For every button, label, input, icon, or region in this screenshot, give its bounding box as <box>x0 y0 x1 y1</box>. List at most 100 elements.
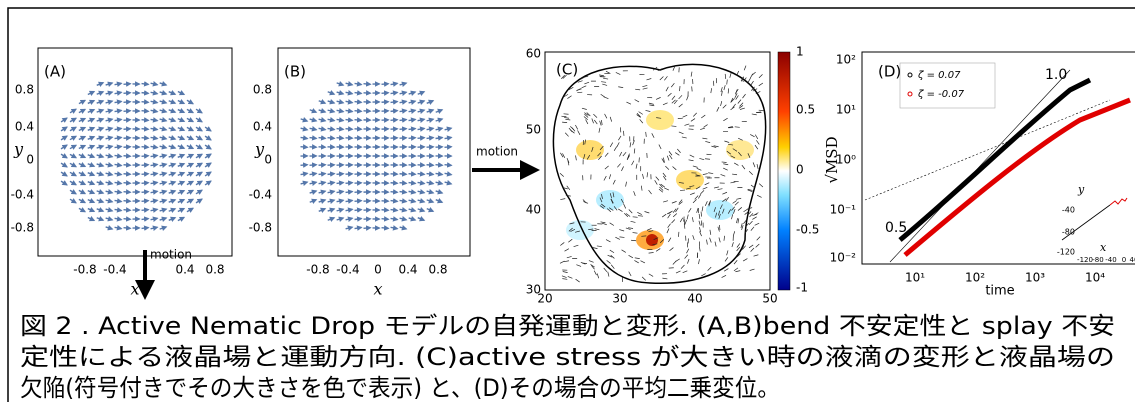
director-stroke <box>750 269 755 270</box>
director-arrow <box>391 92 398 93</box>
director-stroke <box>564 117 569 118</box>
director-stroke <box>697 168 702 170</box>
director-stroke <box>710 238 712 243</box>
director-stroke <box>619 152 621 156</box>
director-arrow <box>418 138 425 139</box>
director-arrow <box>97 128 104 130</box>
director-stroke <box>685 220 687 225</box>
director-arrow <box>400 120 407 121</box>
director-stroke <box>668 224 671 228</box>
director-arrow <box>409 101 416 103</box>
slope-label: 0.5 <box>885 220 907 236</box>
director-arrow <box>205 145 211 149</box>
director-stroke <box>724 85 725 90</box>
director-arrow <box>61 118 67 122</box>
director-stroke <box>670 248 674 251</box>
director-stroke <box>597 246 602 247</box>
director-arrow <box>106 182 113 184</box>
director-arrow <box>106 92 113 94</box>
director-arrow <box>97 146 104 148</box>
director-arrow <box>187 199 193 202</box>
director-arrow <box>427 110 434 112</box>
director-arrow <box>115 155 122 156</box>
director-arrow <box>301 137 308 138</box>
director-arrow <box>196 190 202 194</box>
director-arrow <box>319 182 326 183</box>
director-stroke <box>757 195 761 197</box>
director-arrow <box>418 174 425 175</box>
director-arrow <box>418 110 425 112</box>
director-stroke <box>666 87 668 91</box>
director-arrow <box>106 83 113 85</box>
director-stroke <box>701 274 705 276</box>
director-arrow <box>427 101 433 104</box>
x-tick-label: 10² <box>965 271 985 285</box>
director-arrow <box>70 109 76 113</box>
director-arrow <box>70 199 76 203</box>
director-arrow <box>355 120 362 121</box>
director-arrow <box>337 101 344 103</box>
director-arrow <box>97 155 104 157</box>
inset-y-label: y <box>1077 183 1085 196</box>
director-arrow <box>70 163 76 166</box>
director-arrow <box>400 192 407 193</box>
director-stroke <box>687 259 689 264</box>
x-tick-label: 10¹ <box>905 271 925 285</box>
director-stroke <box>576 265 581 267</box>
director-stroke <box>568 160 569 165</box>
defect-blob <box>576 140 604 160</box>
director-arrow <box>196 154 202 157</box>
director-stroke <box>731 107 735 110</box>
director-arrow <box>178 217 184 220</box>
director-stroke <box>662 214 666 217</box>
director-stroke <box>567 256 572 257</box>
director-stroke <box>634 260 638 262</box>
director-arrow <box>61 136 67 140</box>
director-arrow <box>124 138 131 139</box>
director-arrow <box>310 119 317 121</box>
director-arrow <box>427 138 434 139</box>
director-arrow <box>187 172 193 175</box>
director-stroke <box>583 200 586 204</box>
director-arrow <box>160 137 167 139</box>
y-tick-label: 0.8 <box>253 83 272 97</box>
director-arrow <box>88 217 94 220</box>
director-stroke <box>609 174 611 179</box>
director-arrow <box>106 200 113 202</box>
y-tick-label: -0.4 <box>11 188 34 202</box>
director-stroke <box>721 174 726 176</box>
director-arrow <box>310 173 317 174</box>
director-stroke <box>718 189 723 190</box>
director-arrow <box>418 218 424 221</box>
director-stroke <box>732 242 734 247</box>
director-stroke <box>617 142 619 146</box>
director-stroke <box>736 198 741 199</box>
director-stroke <box>646 79 651 80</box>
director-stroke <box>567 186 570 190</box>
director-arrow <box>169 173 176 175</box>
director-arrow <box>142 102 149 103</box>
director-stroke <box>628 228 633 229</box>
director-stroke <box>730 73 731 78</box>
director-stroke <box>635 89 640 90</box>
director-arrow <box>187 145 193 148</box>
director-arrow <box>79 172 85 175</box>
director-arrow <box>205 181 211 185</box>
director-arrow <box>409 174 416 175</box>
director-arrow <box>79 100 85 103</box>
director-stroke <box>701 115 705 118</box>
director-arrow <box>160 227 167 229</box>
director-stroke <box>693 199 697 203</box>
director-stroke <box>684 124 689 125</box>
director-arrow <box>169 164 176 166</box>
y-tick-label: 0.8 <box>15 83 34 97</box>
director-stroke <box>605 166 609 169</box>
director-arrow <box>328 174 335 175</box>
director-stroke <box>680 86 681 91</box>
director-stroke <box>718 227 720 232</box>
director-arrow <box>328 128 335 129</box>
director-arrow <box>151 155 158 156</box>
director-stroke <box>755 135 758 139</box>
director-arrow <box>160 164 167 166</box>
director-arrow <box>115 218 122 219</box>
